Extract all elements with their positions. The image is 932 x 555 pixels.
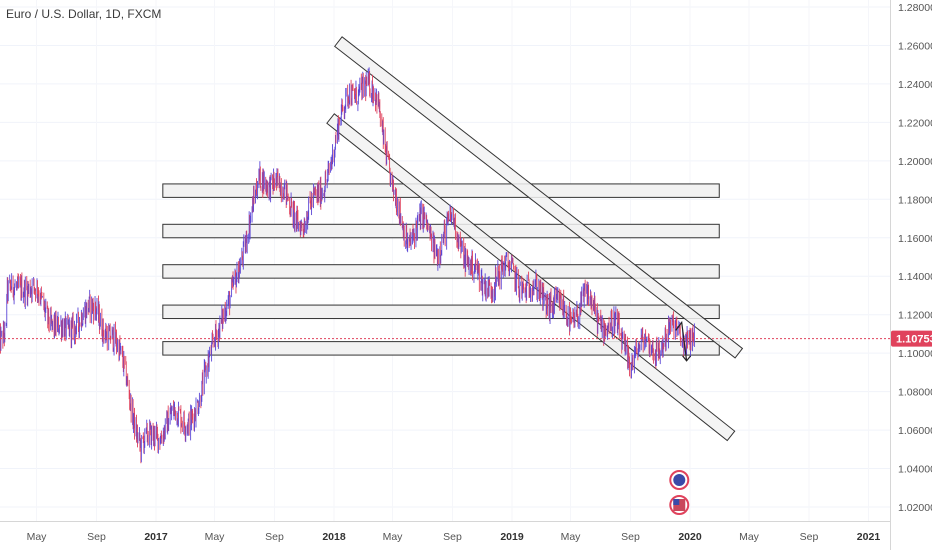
us-flag-canton-icon xyxy=(673,499,680,505)
candles xyxy=(0,67,695,464)
symbol-title: Euro / U.S. Dollar, 1D, FXCM xyxy=(6,7,162,21)
x-tick-label: 2019 xyxy=(500,531,524,543)
y-tick-label: 1.06000 xyxy=(898,425,932,437)
horizontal-zone xyxy=(162,264,720,279)
x-tick-label: May xyxy=(205,531,226,543)
x-tick-label: Sep xyxy=(265,531,284,543)
y-tick-label: 1.02000 xyxy=(898,502,932,514)
x-tick-label: 2021 xyxy=(857,531,881,543)
x-tick-label: May xyxy=(383,531,404,543)
y-tick-label: 1.12000 xyxy=(898,310,932,322)
x-tick-label: May xyxy=(739,531,760,543)
y-tick-label: 1.26000 xyxy=(898,40,932,52)
y-tick-label: 1.20000 xyxy=(898,156,932,168)
x-tick-label: 2018 xyxy=(322,531,346,543)
event-icons xyxy=(669,470,690,515)
x-tick-label: Sep xyxy=(800,531,819,543)
horizontal-zone xyxy=(162,183,720,198)
eu-flag-inner-icon xyxy=(673,474,686,486)
y-tick-label: 1.24000 xyxy=(898,79,932,91)
horizontal-zone xyxy=(162,341,720,356)
y-tick-label: 1.22000 xyxy=(898,117,932,129)
x-tick-label: Sep xyxy=(621,531,640,543)
time-axis: May Sep 2017 May Sep 2018 May Sep 2019 May Sep 2020… xyxy=(27,531,881,543)
x-tick-label: 2020 xyxy=(678,531,702,543)
x-tick-label: 2017 xyxy=(144,531,168,543)
x-tick-label: Sep xyxy=(443,531,462,543)
y-tick-label: 1.14000 xyxy=(898,271,932,283)
arrow-line xyxy=(675,320,688,361)
projection-arrow xyxy=(675,320,692,362)
price-badge xyxy=(891,330,932,347)
x-tick-label: May xyxy=(27,531,48,543)
y-tick-label: 1.10000 xyxy=(898,348,932,360)
y-tick-label: 1.08000 xyxy=(898,387,932,399)
price-badge-label: 1.10753 xyxy=(896,334,932,346)
channel-band xyxy=(334,36,744,359)
y-tick-label: 1.04000 xyxy=(898,464,932,476)
price-axis: 1.28000 1.26000 1.24000 1.22000 1.20000 1.180… xyxy=(898,2,932,514)
x-tick-label: May xyxy=(561,531,582,543)
price-badge-group: 1.10753 xyxy=(891,330,932,347)
horizontal-zone xyxy=(162,304,720,320)
arrow-head xyxy=(682,355,692,362)
y-tick-label: 1.16000 xyxy=(898,233,932,245)
y-tick-label: 1.18000 xyxy=(898,194,932,206)
y-tick-label: 1.28000 xyxy=(898,2,932,14)
x-tick-label: Sep xyxy=(87,531,106,543)
